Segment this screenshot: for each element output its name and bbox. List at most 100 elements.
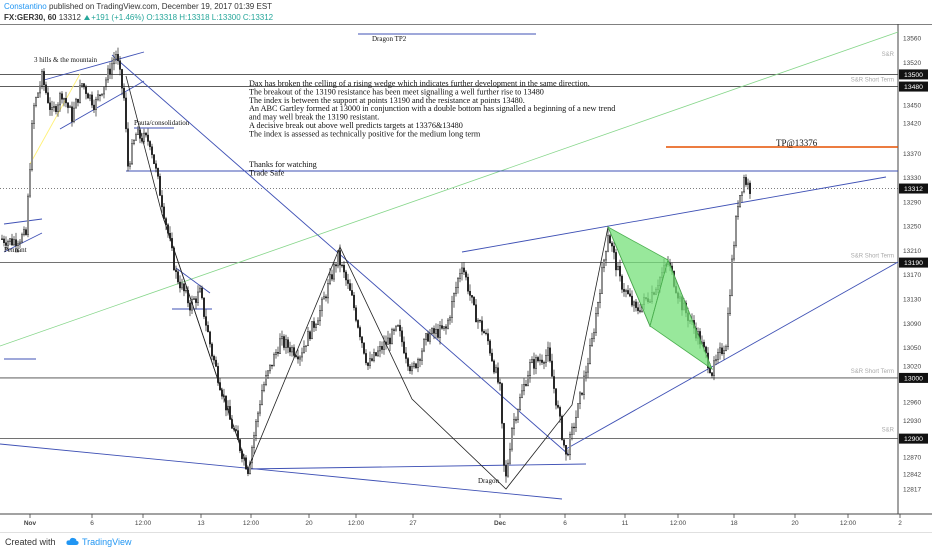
candle-body (561, 415, 563, 440)
candle-body (463, 267, 465, 273)
candle-body (509, 448, 511, 464)
candle-body (723, 350, 725, 354)
candle-body (533, 359, 535, 369)
candle-body (507, 462, 509, 477)
candle-body (369, 358, 371, 366)
candle-body (543, 362, 545, 364)
candle-body (389, 337, 391, 345)
candle-body (589, 345, 591, 365)
y-tick-label: 13130 (903, 297, 921, 304)
y-tick-label: 13250 (903, 224, 921, 231)
candle-body (485, 332, 487, 335)
candle-body (209, 331, 211, 345)
y-tick-label: 12870 (903, 454, 921, 461)
x-tick-label: 12:00 (348, 520, 365, 527)
candle-body (527, 375, 529, 386)
candle-body (299, 356, 301, 360)
candle-body (601, 267, 603, 294)
x-tick-label: 12:00 (135, 520, 152, 527)
candle-body (729, 295, 731, 314)
chart-area[interactable]: S&R S&R Short Term S&R Short Term S&R Short… (0, 23, 932, 532)
candle-body (249, 462, 251, 474)
candle-body (577, 403, 579, 418)
candle-body (253, 435, 255, 448)
ohlc-values: O:13318 H:13318 L:13300 C:13312 (146, 13, 274, 22)
candle-body (23, 229, 25, 235)
candle-body (189, 302, 191, 311)
candle-body (465, 271, 467, 278)
footer-bar: Created with TradingView (0, 532, 932, 551)
candle-body (341, 264, 343, 267)
candle-body (301, 352, 303, 358)
candle-body (45, 84, 47, 93)
candle-body (619, 266, 621, 277)
candle-body (351, 290, 353, 296)
candle-body (25, 229, 27, 235)
candle-body (311, 321, 313, 340)
candle-body (379, 346, 381, 352)
candle-body (489, 340, 491, 354)
candle-body (93, 104, 95, 110)
candle-body (177, 271, 179, 283)
candle-body (715, 359, 717, 362)
candle-body (423, 339, 425, 352)
candle-body (331, 274, 333, 280)
candle-body (151, 146, 153, 155)
candle-body (297, 356, 299, 360)
author-link[interactable]: Constantino (4, 2, 47, 11)
last-price: 13312 (58, 13, 81, 22)
candle-body (109, 68, 111, 75)
candle-body (371, 358, 373, 361)
candle-body (325, 296, 327, 299)
candle-body (353, 294, 355, 309)
x-tick-label: Nov (24, 520, 37, 527)
candle-body (33, 105, 35, 124)
candle-body (29, 169, 31, 197)
y-tick-label: 13450 (903, 102, 921, 109)
candle-body (251, 447, 253, 464)
candle-body (129, 163, 131, 167)
falling-wedge-lower (0, 443, 563, 500)
candle-body (501, 383, 503, 424)
candle-body (127, 128, 129, 167)
candle-body (321, 298, 323, 311)
price-flag-label: 13190 (904, 260, 923, 267)
candle-body (513, 419, 515, 429)
y-tick-label: 12960 (903, 400, 921, 407)
candle-body (81, 83, 83, 87)
candle-body (407, 358, 409, 367)
candle-body (609, 235, 611, 244)
candle-body (627, 290, 629, 295)
candle-body (285, 339, 287, 348)
tradingview-link[interactable]: TradingView (82, 537, 132, 547)
commentary-line: A decisive break out above well predicts… (249, 121, 463, 130)
candle-body (57, 104, 59, 112)
candle-body (275, 352, 277, 355)
candle-body (195, 298, 197, 303)
candle-body (467, 276, 469, 292)
candle-body (439, 325, 441, 338)
x-tick-label: 12:00 (670, 520, 687, 527)
y-tick-label: 13420 (903, 120, 921, 127)
candle-body (529, 362, 531, 377)
candle-body (211, 343, 213, 357)
up-arrow-icon (84, 15, 91, 20)
candle-body (393, 329, 395, 331)
chart-svg[interactable]: S&R S&R Short Term S&R Short Term S&R Short… (0, 23, 932, 532)
candle-body (505, 465, 507, 477)
candle-body (271, 364, 273, 367)
candle-body (621, 275, 623, 290)
candle-body (737, 206, 739, 217)
candle-body (131, 143, 133, 165)
price-flag-label: 13480 (904, 84, 923, 91)
candle-body (103, 86, 105, 95)
candle-body (287, 339, 289, 348)
candle-body (747, 182, 749, 185)
price-flag (899, 433, 928, 444)
y-tick-label: 13020 (903, 363, 921, 370)
gartley-bcd-triangle (649, 258, 713, 371)
candle-body (319, 310, 321, 322)
candle-body (335, 264, 337, 267)
price-change: +191 (+1.46%) (91, 13, 145, 22)
price-flag (899, 372, 928, 383)
